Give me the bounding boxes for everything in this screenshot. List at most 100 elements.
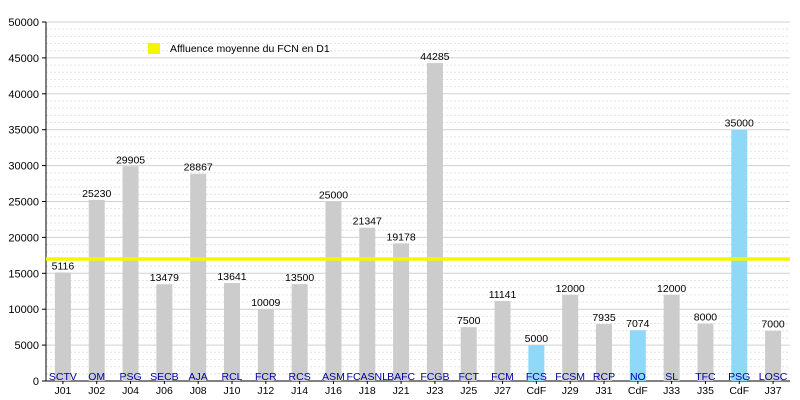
club-label: LOSC (759, 371, 788, 383)
data-label: 8000 (694, 312, 718, 324)
legend-swatch (148, 43, 160, 54)
y-tick-label: 35000 (8, 125, 39, 137)
bar (426, 63, 443, 382)
matchday-label: J33 (663, 385, 680, 397)
bar (494, 301, 511, 381)
club-label: SECB (150, 371, 179, 383)
data-label: 5116 (52, 260, 75, 272)
y-tick-label: 10000 (8, 304, 39, 316)
y-tick-label: 25000 (8, 197, 39, 209)
y-tick-label: 50000 (8, 17, 39, 29)
data-label: 21347 (353, 216, 382, 228)
data-label: 12000 (657, 283, 686, 295)
data-label: 13500 (285, 272, 314, 284)
club-label: AJA (189, 371, 208, 383)
bar (528, 345, 545, 381)
bar (224, 283, 240, 381)
matchday-label: J16 (325, 385, 342, 397)
club-label: PSG (119, 371, 141, 383)
bar (697, 323, 714, 381)
bar (663, 294, 680, 381)
bar (460, 327, 477, 381)
y-tick-label: 45000 (8, 53, 39, 65)
data-label: 25000 (319, 190, 348, 202)
club-label: BAFC (387, 371, 415, 383)
x-axis: SCTV J01 OM J02 PSG J04 SECB J06 AJA J08 RCL J10 FCR… (49, 371, 788, 397)
bar (54, 272, 71, 381)
club-label: ASM (322, 371, 345, 383)
matchday-label: CdF (628, 385, 648, 397)
matchday-label: J27 (494, 385, 511, 397)
bar (156, 284, 173, 381)
bar (122, 166, 139, 381)
data-label: 11141 (489, 289, 517, 301)
data-label: 10009 (251, 297, 280, 309)
matchday-label: J29 (562, 385, 579, 397)
legend-label: Affluence moyenne du FCN en D1 (170, 43, 330, 55)
bar (562, 294, 579, 381)
matchday-label: J02 (88, 385, 105, 397)
y-tick-label: 40000 (8, 89, 39, 101)
matchday-label: J37 (765, 385, 782, 397)
y-tick-label: 0 (33, 376, 39, 388)
club-label: FCASNL (347, 371, 389, 383)
club-label: RCP (593, 371, 615, 383)
matchday-label: J14 (291, 385, 308, 397)
data-label: 29905 (116, 154, 145, 166)
matchday-label: J18 (359, 385, 376, 397)
club-label: FCR (255, 371, 277, 383)
bar (596, 324, 612, 381)
bar (393, 243, 410, 381)
bar (257, 309, 274, 381)
data-label: 25230 (82, 188, 111, 200)
data-label: 7000 (761, 319, 785, 331)
matchday-label: CdF (526, 385, 546, 397)
data-label: 35000 (725, 118, 754, 130)
matchday-label: J01 (54, 385, 71, 397)
y-tick-label: 5000 (15, 340, 39, 352)
club-label: SCTV (49, 371, 77, 383)
club-label: FCM (491, 371, 514, 383)
matchday-label: CdF (729, 385, 749, 397)
legend: Affluence moyenne du FCN en D1 (148, 43, 330, 55)
matchday-label: J31 (596, 385, 613, 397)
club-label: FCSM (555, 371, 585, 383)
club-label: OM (88, 371, 105, 383)
matchday-label: J35 (697, 385, 714, 397)
matchday-label: J10 (224, 385, 241, 397)
club-label: RCL (221, 371, 242, 383)
club-label: RCS (289, 371, 311, 383)
data-label: 12000 (556, 283, 585, 295)
matchday-label: J12 (257, 385, 274, 397)
bar (359, 227, 376, 381)
bar (325, 201, 342, 381)
data-label: 13641 (217, 271, 246, 283)
club-label: TFC (695, 371, 716, 383)
data-label: 7500 (457, 315, 481, 327)
matchday-label: J25 (460, 385, 477, 397)
club-label: NO (630, 371, 646, 383)
bars (54, 63, 782, 382)
data-labels: 5116 25230 29905 13479 28867 13641 10009 13500 2… (52, 51, 785, 345)
club-label: SL (665, 371, 678, 383)
club-label: FCT (459, 371, 480, 383)
y-tick-label: 20000 (8, 232, 39, 244)
data-label: 19178 (386, 231, 415, 243)
club-label: FCGB (420, 371, 449, 383)
y-tick-label: 15000 (8, 268, 39, 280)
bar (88, 199, 105, 381)
matchday-label: J21 (393, 385, 410, 397)
data-label: 44285 (420, 51, 449, 63)
matchday-label: J08 (190, 385, 207, 397)
data-label: 7935 (592, 312, 616, 324)
bar (291, 284, 308, 381)
matchday-label: J23 (426, 385, 443, 397)
matchday-label: J06 (156, 385, 173, 397)
data-label: 13479 (150, 272, 179, 284)
club-label: PSG (728, 371, 750, 383)
bar (629, 330, 646, 381)
data-label: 7074 (626, 318, 650, 330)
matchday-label: J04 (122, 385, 139, 397)
data-label: 5000 (525, 333, 549, 345)
